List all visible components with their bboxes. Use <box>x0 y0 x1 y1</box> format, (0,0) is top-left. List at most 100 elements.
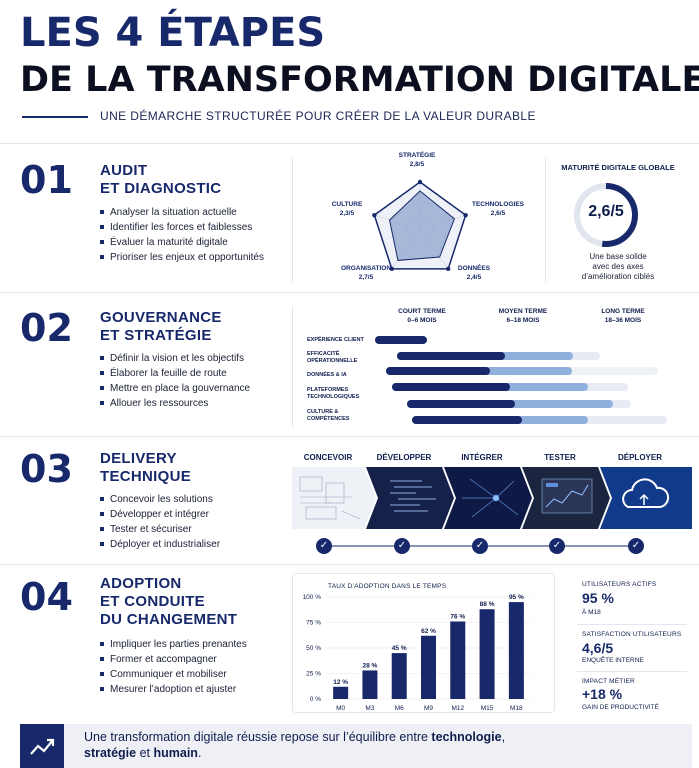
radar-label-strategie: STRATÉGIE 2,8/5 <box>392 151 442 169</box>
roadmap-row-label: EFFICACITÉ OPÉRATIONNELLE <box>307 351 377 365</box>
x-tick-label: M0 <box>336 705 345 712</box>
roadmap-bar <box>412 416 522 424</box>
radar-axis-value: 2,8/5 <box>409 161 425 168</box>
list-item: Identifier les forces et faiblesses <box>100 220 264 235</box>
roadmap-bar <box>375 336 427 344</box>
footer-text-part: , <box>501 730 506 744</box>
section-title-line: ADOPTION <box>100 575 182 592</box>
row-label-line: DONNÉES & IA <box>307 372 347 378</box>
list-item: Analyser la situation actuelle <box>100 205 264 220</box>
roadmap-row-label: EXPÉRIENCE CLIENT <box>307 337 377 344</box>
step-label-integrer: INTÉGRER <box>461 453 503 462</box>
bar <box>333 686 349 699</box>
radar-axis-name: CULTURE <box>331 201 363 208</box>
growth-chart-icon <box>20 724 64 768</box>
bullet-list-s4: Impliquer les parties prenantes Former e… <box>100 637 247 697</box>
list-item: Évaluer la maturité digitale <box>100 235 264 250</box>
radar-axis-value: 2,3/5 <box>339 210 355 217</box>
list-item: Communiquer et mobiliser <box>100 667 247 682</box>
adoption-chart-card <box>292 573 555 713</box>
x-tick-label: M18 <box>510 705 523 712</box>
footer-text-part: Une transformation digitale réussie repo… <box>84 730 432 744</box>
roadmap-phase-moyen: MOYEN TERME 6–18 MOIS <box>492 307 554 325</box>
y-tick-label: 50 % <box>306 645 321 652</box>
list-item: Impliquer les parties prenantes <box>100 637 247 652</box>
roadmap-row-label: CULTURE & COMPÉTENCES <box>307 409 377 423</box>
step-number-01: 01 <box>20 158 73 202</box>
kpi-value: +18 % <box>582 686 623 702</box>
step-number-03: 03 <box>20 447 73 491</box>
list-item: Allouer les ressources <box>100 396 250 411</box>
radar-label-culture: CULTURE 2,3/5 <box>326 200 368 218</box>
bar-value-label: 28 % <box>363 662 378 669</box>
x-tick-label: M3 <box>365 705 374 712</box>
radar-axis-name: DONNÉES <box>457 265 491 272</box>
radar-point <box>372 212 377 218</box>
divider <box>0 564 699 565</box>
maturity-value: 2,6/5 <box>588 203 624 220</box>
y-tick-label: 75 % <box>306 620 321 627</box>
phase-name: LONG TERME <box>601 308 645 315</box>
section-title-line: ET CONDUITE <box>100 593 205 610</box>
kpi-sub: ENQUÊTE INTERNE <box>582 657 644 664</box>
step-number-04: 04 <box>20 575 73 619</box>
divider <box>0 292 699 293</box>
roadmap-bar <box>397 352 505 360</box>
list-item: Élaborer la feuille de route <box>100 366 250 381</box>
list-item: Définir la vision et les objectifs <box>100 351 250 366</box>
maturity-note-line: d’amélioration ciblés <box>581 272 655 281</box>
maturity-note-line: avec des axes <box>592 262 644 271</box>
phase-range: 0–6 MOIS <box>407 317 437 324</box>
kpi-value: 95 % <box>582 590 614 606</box>
kpi-sub: GAIN DE PRODUCTIVITÉ <box>582 704 659 711</box>
bar <box>508 602 524 699</box>
bar-value-label: 95 % <box>509 594 524 601</box>
radar-point <box>417 179 423 185</box>
bar-value-label: 45 % <box>392 645 407 652</box>
delivery-pipeline <box>292 467 692 529</box>
check-icon: ✓ <box>316 538 332 554</box>
phase-name: COURT TERME <box>398 308 446 315</box>
phase-name: MOYEN TERME <box>498 308 548 315</box>
roadmap-bar <box>392 383 510 391</box>
divider <box>292 306 293 428</box>
footer-keyword: humain <box>153 746 198 760</box>
section-title-line: ET STRATÉGIE <box>100 327 212 344</box>
step-label-tester: TESTER <box>544 453 576 462</box>
step-number-02: 02 <box>20 306 73 350</box>
x-tick-label: M6 <box>395 705 404 712</box>
divider <box>577 671 687 672</box>
bar <box>391 653 407 699</box>
y-tick-label: 100 % <box>303 594 322 601</box>
kpi-label: IMPACT MÉTIER <box>582 678 635 685</box>
roadmap-bar <box>407 400 515 408</box>
list-item: Déployer et industrialiser <box>100 537 220 552</box>
list-item: Former et accompagner <box>100 652 247 667</box>
divider <box>577 624 687 625</box>
x-tick-label: M15 <box>481 705 494 712</box>
kpi-label: UTILISATEURS ACTIFS <box>582 581 657 588</box>
maturity-title: MATURITÉ DIGITALE GLOBALE <box>561 163 675 172</box>
check-icon: ✓ <box>394 538 410 554</box>
dashboard-icon <box>541 478 593 514</box>
roadmap-bar <box>386 367 490 375</box>
section-title-gouvernance: GOUVERNANCE ET STRATÉGIE <box>100 309 222 345</box>
section-title-audit: AUDIT ET DIAGNOSTIC <box>100 162 221 198</box>
x-tick-label: M12 <box>451 705 464 712</box>
section-title-line: TECHNIQUE <box>100 468 192 485</box>
divider <box>0 436 699 437</box>
section-title-line: DU CHANGEMENT <box>100 611 238 628</box>
section-title-line: DELIVERY <box>100 450 177 467</box>
footer-text-part: . <box>197 746 202 760</box>
radar-axis-name: TECHNOLOGIES <box>471 201 524 208</box>
maturity-note: Une base solide avec des axes d’améliora… <box>560 252 676 282</box>
bar-value-label: 62 % <box>421 628 436 635</box>
phase-range: 6–18 MOIS <box>506 317 540 324</box>
list-item: Concevoir les solutions <box>100 492 220 507</box>
radar-point <box>446 266 451 272</box>
section-title-line: AUDIT <box>100 162 148 179</box>
roadmap-phase-long: LONG TERME 18–36 MOIS <box>592 307 654 325</box>
radar-label-donnees: DONNÉES 2,4/5 <box>448 264 500 282</box>
bullet-list-s2: Définir la vision et les objectifs Élabo… <box>100 351 250 411</box>
row-label-line: CULTURE & <box>307 409 339 415</box>
